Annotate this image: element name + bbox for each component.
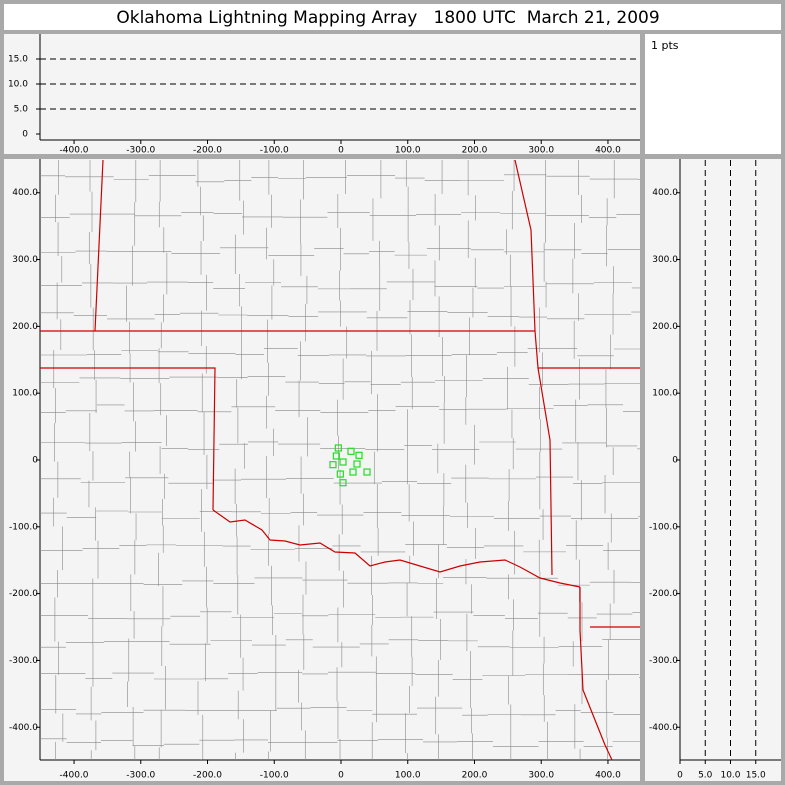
x-tick-label: 400.0 <box>595 771 621 781</box>
lightning-source <box>349 468 357 476</box>
border <box>579 587 613 761</box>
x-tick-label: 100.0 <box>395 146 421 156</box>
x-tick-label: 300.0 <box>528 146 554 156</box>
x-tick-label: -200.0 <box>193 771 222 781</box>
x-tick-label: -200.0 <box>193 146 222 156</box>
x-tick-label: -100.0 <box>260 146 289 156</box>
panel-right <box>645 159 781 781</box>
y-tick-label: 200.0 <box>12 322 38 332</box>
y-tick-label: 5.0 <box>14 105 29 115</box>
border <box>212 509 581 588</box>
x-tick-label: -400.0 <box>60 771 89 781</box>
panel-top <box>4 34 640 154</box>
y-tick-label: -300.0 <box>9 656 38 666</box>
panel-main <box>4 159 640 781</box>
y-tick-label: -400.0 <box>649 723 678 733</box>
y-tick-label: -300.0 <box>649 656 678 666</box>
y-tick-label: 100.0 <box>652 389 678 399</box>
lightning-source <box>329 461 337 469</box>
y-tick-label: 400.0 <box>12 188 38 198</box>
y-tick-label: -400.0 <box>9 723 38 733</box>
lightning-source <box>347 447 355 455</box>
lightning-source <box>363 468 371 476</box>
y-tick-label: 400.0 <box>652 188 678 198</box>
y-tick-label: 100.0 <box>12 389 38 399</box>
x-tick-label: 200.0 <box>462 771 488 781</box>
x-tick-label: 100.0 <box>395 771 421 781</box>
x-tick-label: 200.0 <box>462 146 488 156</box>
x-tick-label: 10.0 <box>720 771 740 781</box>
y-tick-label: 10.0 <box>8 80 28 90</box>
y-tick-label: 200.0 <box>652 322 678 332</box>
x-tick-label: 15.0 <box>746 771 766 781</box>
chart-title: Oklahoma Lightning Mapping Array 1800 UT… <box>116 8 659 28</box>
x-tick-label: 300.0 <box>528 771 554 781</box>
legend-panel <box>645 34 781 154</box>
x-tick-label: -400.0 <box>60 146 89 156</box>
x-tick-label: 5.0 <box>698 771 713 781</box>
x-tick-label: 400.0 <box>595 146 621 156</box>
lightning-source <box>334 444 342 452</box>
point-count: 1 pts <box>651 39 679 52</box>
lightning-source <box>339 479 347 487</box>
title-bar <box>4 4 781 30</box>
border <box>40 367 216 511</box>
x-tick-label: 0 <box>338 771 344 781</box>
y-tick-label: -100.0 <box>9 522 38 532</box>
x-tick-label: 0 <box>677 771 683 781</box>
x-tick-label: -300.0 <box>126 771 155 781</box>
border <box>514 159 553 576</box>
y-tick-label: 300.0 <box>652 255 678 265</box>
y-tick-label: -200.0 <box>649 589 678 599</box>
lightning-source <box>332 452 340 460</box>
y-tick-label: 0 <box>22 130 28 140</box>
lightning-source <box>336 470 344 478</box>
x-tick-label: -300.0 <box>126 146 155 156</box>
y-tick-label: -200.0 <box>9 589 38 599</box>
lightning-source <box>339 458 347 466</box>
y-tick-label: 0 <box>32 456 38 466</box>
lightning-source <box>355 451 363 459</box>
y-tick-label: 0 <box>672 456 678 466</box>
y-tick-label: 15.0 <box>8 55 28 65</box>
map <box>40 160 640 760</box>
state-borders <box>40 159 640 761</box>
y-tick-label: 300.0 <box>12 255 38 265</box>
border <box>94 159 104 332</box>
x-tick-label: -100.0 <box>260 771 289 781</box>
x-tick-label: 0 <box>338 146 344 156</box>
y-tick-label: -100.0 <box>649 522 678 532</box>
lightning-source <box>353 460 361 468</box>
